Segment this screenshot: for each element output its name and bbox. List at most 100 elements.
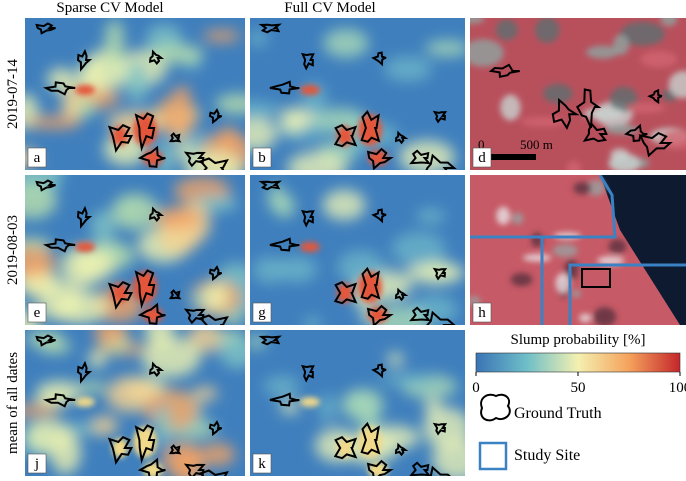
terrain-patch (543, 84, 573, 103)
probability-patch (425, 397, 441, 420)
probability-patch (74, 249, 115, 281)
hotspot (300, 242, 320, 252)
map-panel: k (246, 330, 484, 476)
probability-patch (248, 31, 268, 46)
panel-label: e (34, 305, 41, 321)
legend-item: Ground Truth (514, 405, 602, 422)
probability-patch (26, 419, 72, 453)
hotspot (300, 397, 320, 407)
map-panel: e (4, 155, 261, 340)
probability-patch (342, 389, 384, 422)
hotspot (143, 307, 163, 323)
terrain-patch (586, 46, 619, 59)
terrain-patch (640, 51, 677, 68)
probability-patch (323, 190, 366, 220)
probability-patch (91, 416, 118, 436)
colorbar (476, 353, 680, 372)
panel-content (246, 330, 484, 476)
hotspot (75, 397, 95, 407)
terrain-patch (556, 273, 570, 293)
colorbar-tick-label: 100 (669, 380, 686, 396)
probability-patch (392, 232, 446, 266)
map-panel: a (11, 18, 261, 187)
terrain-patch (579, 314, 591, 323)
hotspot (75, 242, 95, 252)
probability-patch (36, 381, 83, 402)
probability-patch (173, 86, 190, 102)
probability-patch (425, 40, 469, 56)
map-panel: j (4, 313, 258, 476)
probability-patch (203, 30, 241, 42)
colorbar-ticks: 0 50 100 (472, 372, 686, 396)
probability-patch (8, 183, 57, 219)
map-panel: h (468, 175, 686, 326)
legend: Slump probability [%] 050100 Ground Trut… (472, 332, 686, 469)
terrain-patch (573, 182, 591, 194)
probability-patch (105, 19, 124, 63)
terrain-patch (661, 10, 678, 26)
study-site-icon (480, 443, 506, 469)
terrain-patch (566, 161, 581, 177)
probability-patch (406, 262, 465, 284)
ground-truth-icon (481, 395, 510, 421)
probability-patch (145, 389, 199, 430)
probability-patch (38, 340, 72, 353)
hotspot (300, 85, 320, 95)
terrain-patch (521, 117, 565, 127)
panel-label: k (258, 456, 266, 472)
probability-patch (153, 207, 200, 229)
terrain-patch (609, 239, 627, 253)
probability-patch (276, 256, 317, 282)
probability-patch (88, 351, 105, 368)
probability-patch (323, 29, 368, 58)
terrain-patch (523, 254, 552, 262)
map-panel: g (250, 175, 465, 339)
probability-patch (111, 193, 158, 230)
probability-patch (125, 62, 149, 103)
probability-patch (26, 116, 81, 129)
panel-content (4, 313, 258, 476)
terrain-patch (626, 103, 665, 114)
terrain-patch (535, 17, 559, 43)
terrain-patch (553, 244, 578, 257)
terrain-patch (463, 39, 504, 66)
legend-item: Study Site (514, 447, 580, 464)
probability-patch (384, 56, 432, 82)
panel-label: a (34, 150, 41, 166)
map-panel: b (223, 18, 469, 184)
panel-content (11, 18, 261, 187)
panel-label: g (258, 305, 266, 321)
colorbar-tick-label: 0 (472, 380, 480, 396)
terrain-patch (496, 207, 510, 225)
probability-patch (319, 393, 336, 423)
terrain-patch (583, 107, 624, 120)
probability-patch (156, 95, 197, 136)
probability-patch (264, 376, 300, 397)
colorbar-tick-label: 50 (571, 380, 586, 396)
panel-content (250, 175, 465, 339)
panel-label: h (478, 305, 486, 321)
terrain-patch (512, 213, 524, 225)
terrain-patch (571, 290, 581, 298)
panel-label: d (478, 150, 486, 166)
panel-label: b (258, 150, 266, 166)
hotspot (143, 150, 163, 166)
terrain-patch (511, 273, 533, 286)
figure: Sparse CV Model Full CV Model 2019-07-14… (0, 0, 686, 476)
terrain-patch (593, 307, 616, 326)
terrain-patch (609, 153, 641, 173)
probability-patch (201, 443, 235, 466)
probability-patch (280, 107, 307, 134)
probability-patch (203, 282, 228, 312)
scale-label: 500 m (520, 137, 553, 152)
row-title: mean of all dates (5, 352, 21, 454)
probability-patch (304, 317, 322, 332)
terrain-patch (496, 19, 518, 40)
panel-content (468, 175, 686, 326)
probability-patch (81, 381, 106, 393)
probability-patch (416, 208, 445, 224)
row-title: 2019-08-03 (5, 215, 21, 285)
terrain-patch (500, 95, 520, 121)
